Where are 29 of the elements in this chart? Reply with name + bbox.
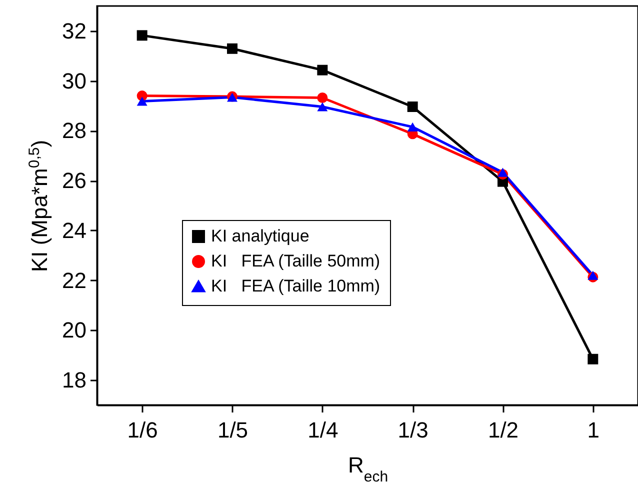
x-axis-title: R$_{ech}$ [348, 452, 388, 485]
y-tick-label: 22 [62, 268, 86, 293]
point [317, 92, 328, 104]
x-tick-label: 1 [587, 418, 600, 442]
y-tick-label: 32 [62, 18, 86, 44]
y-tick-label: 18 [62, 368, 86, 393]
legend-label: KI FEA (Taille 10mm) [211, 276, 380, 296]
point [227, 43, 238, 54]
x-tick-label: 1/4 [308, 418, 338, 442]
point [407, 122, 418, 132]
point [136, 96, 148, 106]
point [588, 354, 598, 364]
y-tick-label: 26 [62, 168, 86, 194]
x-tick-label: 1/6 [127, 418, 158, 442]
point [588, 270, 598, 280]
x-tick-label: 1/3 [398, 418, 428, 442]
point [317, 64, 328, 76]
point [136, 30, 148, 41]
y-tick-label: 30 [62, 68, 86, 94]
y-tick-label: 24 [62, 218, 86, 243]
x-tick-label: 1/5 [217, 418, 248, 442]
y-tick-label: 20 [62, 318, 86, 343]
point [407, 102, 418, 112]
legend-label: KI analytique [211, 226, 310, 246]
y-tick-label: 28 [62, 118, 86, 144]
legend-label: KI FEA (Taille 50mm) [211, 252, 380, 270]
point [317, 102, 328, 112]
x-tick-label: 1/2 [488, 418, 519, 442]
point [498, 168, 508, 177]
